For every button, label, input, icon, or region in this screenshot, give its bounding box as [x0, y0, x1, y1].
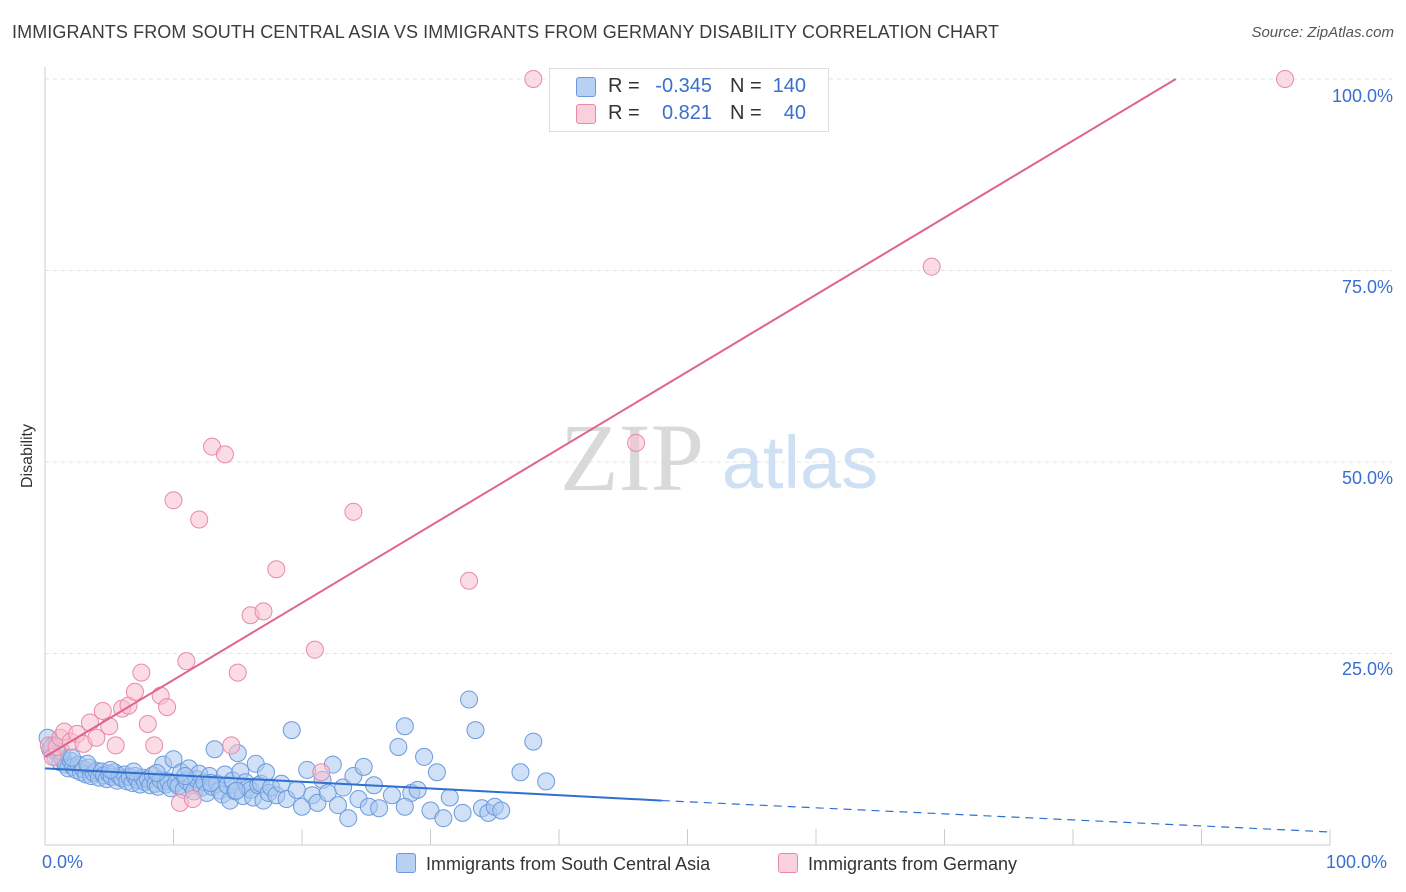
legend-swatch-blue — [576, 77, 596, 97]
data-point — [339, 809, 358, 828]
legend-r-value: -0.345 — [655, 75, 712, 97]
data-point — [164, 491, 183, 510]
data-point — [272, 774, 291, 793]
legend-row-south-central-asia: R = -0.345 N = 140 — [550, 72, 828, 100]
data-point — [106, 736, 125, 755]
y-tick-50: 50.0% — [1341, 468, 1393, 488]
data-point — [453, 803, 472, 822]
data-point — [282, 721, 301, 740]
trend-line-south-central-asia-extension — [661, 799, 1331, 833]
axes — [44, 67, 1331, 846]
data-point — [124, 762, 143, 781]
data-point — [78, 754, 97, 773]
y-tick-75: 75.0% — [1341, 277, 1393, 297]
data-point — [215, 445, 234, 464]
data-point — [524, 732, 543, 751]
data-point — [524, 70, 543, 88]
watermark: ZIP atlas — [560, 404, 878, 511]
data-point — [222, 736, 241, 755]
watermark-zip: ZIP — [560, 404, 704, 511]
data-point — [201, 773, 220, 792]
legend-bottom-swatch-blue — [396, 853, 416, 873]
grid-lines — [45, 78, 1392, 654]
data-point — [305, 640, 324, 659]
legend-r-label: R = — [608, 102, 640, 124]
data-point — [205, 740, 224, 759]
trend-line-south-central-asia — [44, 767, 662, 802]
data-point — [370, 799, 389, 818]
data-point — [158, 698, 177, 717]
trend-line-germany — [44, 78, 1177, 758]
data-point — [408, 780, 427, 799]
series-germany-points — [39, 70, 1295, 812]
watermark-atlas: atlas — [722, 421, 878, 504]
data-point — [227, 781, 246, 800]
chart-title: IMMIGRANTS FROM SOUTH CENTRAL ASIA VS IM… — [12, 22, 1000, 42]
legend-n-label: N = — [730, 75, 762, 97]
legend-n-label: N = — [730, 102, 762, 124]
x-tick-0: 0.0% — [42, 852, 84, 872]
data-point — [254, 602, 273, 621]
data-point — [434, 809, 453, 828]
data-point — [415, 747, 434, 766]
data-point — [354, 757, 373, 776]
data-point — [627, 433, 646, 452]
legend-r-label: R = — [608, 75, 640, 97]
data-point — [228, 663, 247, 682]
x-tick-100: 100.0% — [1326, 852, 1388, 872]
data-point — [145, 736, 164, 755]
data-point — [537, 772, 556, 791]
legend-swatch-pink — [576, 104, 596, 124]
data-point — [466, 721, 485, 740]
legend-n-value: 140 — [772, 75, 806, 97]
data-point — [427, 763, 446, 782]
legend-bottom-label: Immigrants from South Central Asia — [426, 854, 711, 874]
data-point — [344, 502, 363, 521]
data-point — [267, 560, 286, 579]
data-point — [492, 801, 511, 820]
data-point — [87, 728, 106, 747]
source-label: Source: ZipAtlas.com — [1251, 24, 1394, 41]
legend-item-germany: Immigrants from Germany — [778, 852, 1017, 876]
legend-n-value: 40 — [783, 102, 806, 124]
data-point — [287, 780, 306, 799]
data-point — [101, 760, 120, 779]
data-point — [460, 571, 479, 590]
data-point — [138, 714, 157, 733]
data-point — [922, 257, 941, 276]
correlation-legend: R = -0.345 N = 140 R = 0.821 N = 40 — [549, 68, 829, 132]
legend-bottom-label: Immigrants from Germany — [808, 854, 1018, 874]
data-point — [395, 797, 414, 816]
legend-item-south-central-asia: Immigrants from South Central Asia — [396, 852, 710, 876]
data-point — [328, 796, 347, 815]
y-tick-25: 25.0% — [1341, 659, 1393, 679]
data-point — [389, 737, 408, 756]
y-tick-100: 100.0% — [1331, 86, 1393, 106]
data-point — [132, 663, 151, 682]
data-point — [93, 701, 112, 720]
data-point — [257, 763, 276, 782]
legend-r-value: 0.821 — [661, 102, 712, 124]
data-point — [62, 748, 81, 767]
legend-bottom-swatch-pink — [778, 853, 798, 873]
data-point — [183, 790, 202, 809]
data-point — [125, 682, 144, 701]
data-point — [100, 717, 119, 736]
trend-lines — [44, 78, 1331, 833]
data-point — [460, 690, 479, 709]
data-point — [1276, 70, 1295, 88]
data-point — [395, 717, 414, 736]
data-point — [440, 788, 459, 807]
data-point — [190, 510, 209, 529]
data-point — [511, 763, 530, 782]
data-point — [312, 763, 331, 782]
data-point — [177, 652, 196, 671]
legend-row-germany: R = 0.821 N = 40 — [550, 99, 828, 127]
